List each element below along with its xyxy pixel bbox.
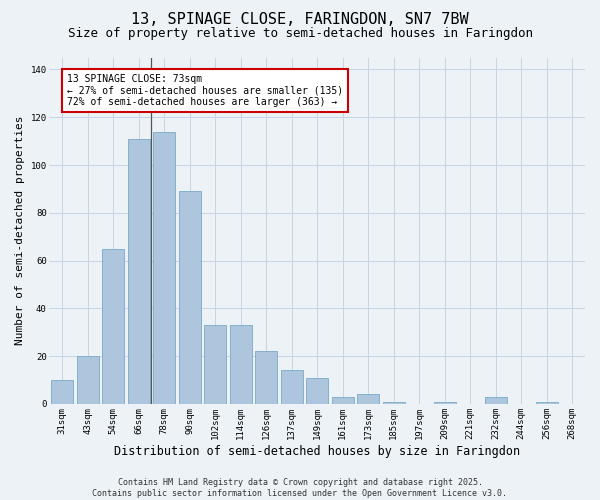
Bar <box>332 396 353 404</box>
Bar <box>358 394 379 404</box>
Bar <box>179 192 200 404</box>
Bar <box>536 402 557 404</box>
Bar <box>281 370 302 404</box>
Bar <box>383 402 404 404</box>
Bar <box>434 402 455 404</box>
Bar <box>52 380 73 404</box>
Bar <box>205 325 226 404</box>
Text: Size of property relative to semi-detached houses in Faringdon: Size of property relative to semi-detach… <box>67 28 533 40</box>
Bar <box>103 248 124 404</box>
Bar <box>307 378 328 404</box>
Bar <box>230 325 251 404</box>
Bar <box>485 396 506 404</box>
Y-axis label: Number of semi-detached properties: Number of semi-detached properties <box>15 116 25 346</box>
Bar <box>77 356 98 404</box>
Text: 13 SPINAGE CLOSE: 73sqm
← 27% of semi-detached houses are smaller (135)
72% of s: 13 SPINAGE CLOSE: 73sqm ← 27% of semi-de… <box>67 74 343 108</box>
Bar <box>256 352 277 404</box>
X-axis label: Distribution of semi-detached houses by size in Faringdon: Distribution of semi-detached houses by … <box>114 444 520 458</box>
Bar <box>128 138 149 404</box>
Bar <box>154 132 175 404</box>
Text: Contains HM Land Registry data © Crown copyright and database right 2025.
Contai: Contains HM Land Registry data © Crown c… <box>92 478 508 498</box>
Text: 13, SPINAGE CLOSE, FARINGDON, SN7 7BW: 13, SPINAGE CLOSE, FARINGDON, SN7 7BW <box>131 12 469 28</box>
